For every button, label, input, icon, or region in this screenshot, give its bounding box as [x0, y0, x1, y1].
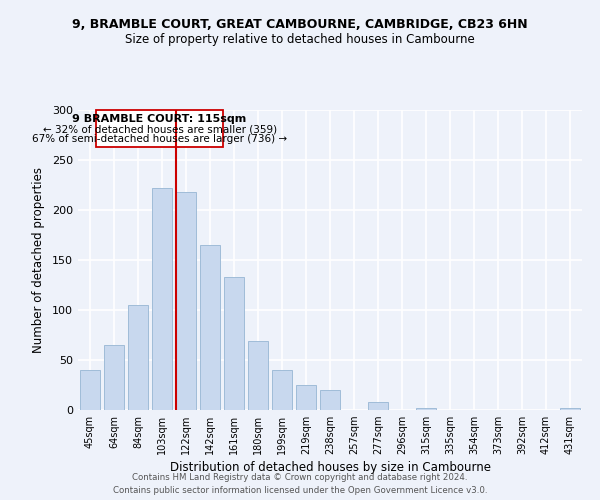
Bar: [248, 341, 268, 410]
Text: 9, BRAMBLE COURT, GREAT CAMBOURNE, CAMBRIDGE, CB23 6HN: 9, BRAMBLE COURT, GREAT CAMBOURNE, CAMBR…: [72, 18, 528, 30]
Bar: [272, 370, 292, 410]
Text: 67% of semi-detached houses are larger (736) →: 67% of semi-detached houses are larger (…: [32, 134, 287, 144]
Bar: [416, 408, 436, 410]
Bar: [80, 370, 100, 410]
Text: Contains public sector information licensed under the Open Government Licence v3: Contains public sector information licen…: [113, 486, 487, 495]
X-axis label: Distribution of detached houses by size in Cambourne: Distribution of detached houses by size …: [170, 462, 491, 474]
Bar: [176, 192, 196, 410]
Bar: [368, 402, 388, 410]
Text: 9 BRAMBLE COURT: 115sqm: 9 BRAMBLE COURT: 115sqm: [73, 114, 247, 124]
Text: Size of property relative to detached houses in Cambourne: Size of property relative to detached ho…: [125, 32, 475, 46]
Bar: [296, 385, 316, 410]
Bar: [320, 390, 340, 410]
Bar: [560, 408, 580, 410]
Bar: [224, 277, 244, 410]
Bar: [128, 305, 148, 410]
Bar: [96, 110, 223, 147]
Text: Contains HM Land Registry data © Crown copyright and database right 2024.: Contains HM Land Registry data © Crown c…: [132, 472, 468, 482]
Bar: [152, 188, 172, 410]
Text: ← 32% of detached houses are smaller (359): ← 32% of detached houses are smaller (35…: [43, 124, 277, 134]
Y-axis label: Number of detached properties: Number of detached properties: [32, 167, 45, 353]
Bar: [200, 245, 220, 410]
Bar: [104, 345, 124, 410]
